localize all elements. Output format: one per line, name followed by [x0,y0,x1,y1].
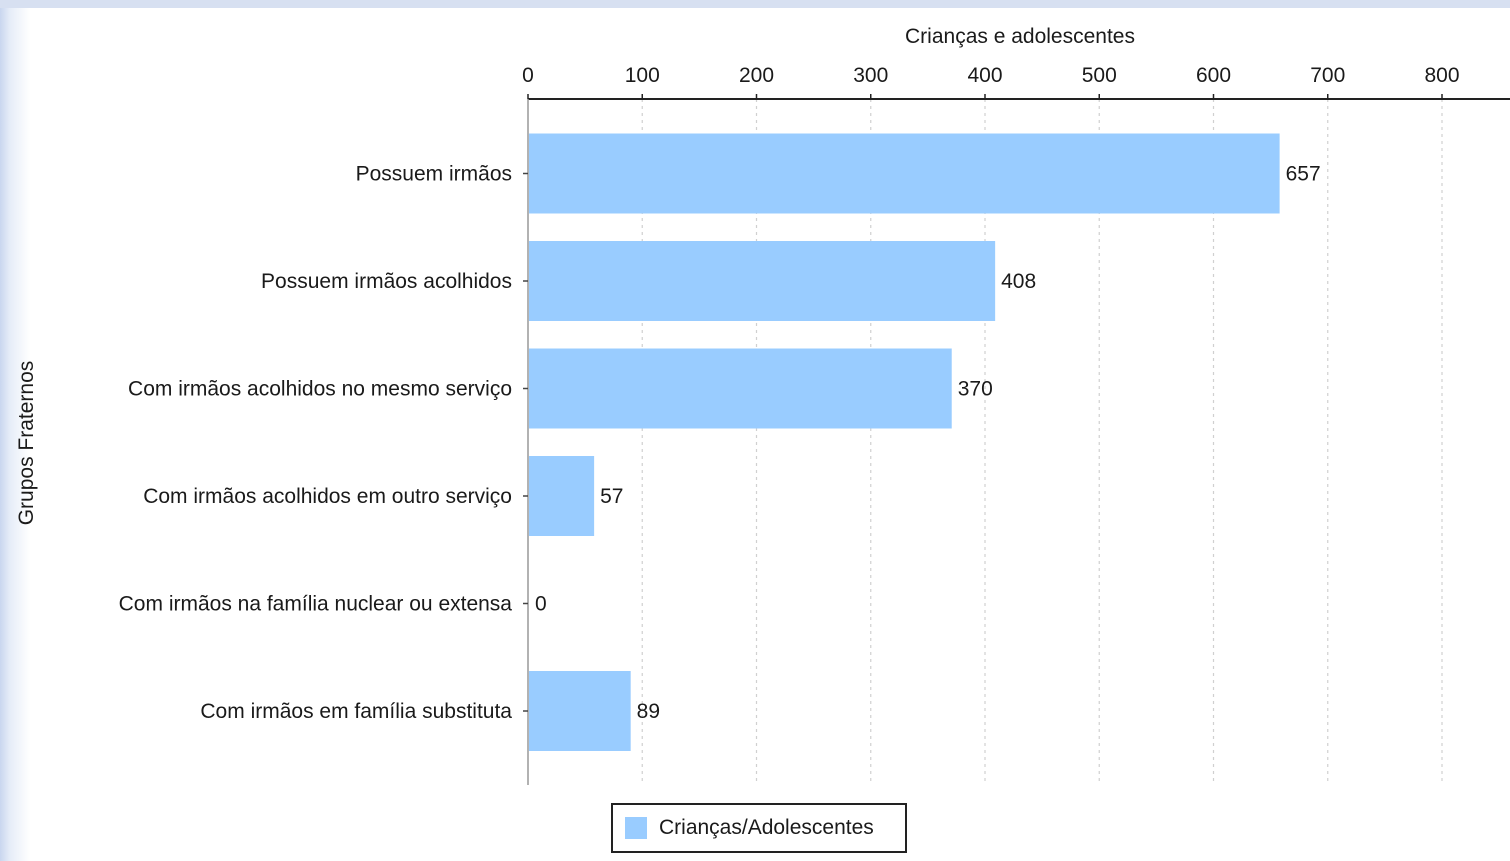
bar [529,348,952,429]
data-label: 57 [600,485,623,508]
data-label: 370 [958,378,993,401]
category-label: Possuem irmãos acolhidos [261,270,512,293]
top-band [0,0,1510,8]
data-label: 89 [637,700,660,723]
axis-layer [527,98,1510,785]
data-label: 657 [1286,163,1321,186]
category-label: Com irmãos na família nuclear ou extensa [119,593,513,616]
x-tick-label: 300 [853,64,888,87]
legend-label: Crianças/Adolescentes [659,816,874,839]
tick-layer: 0 100 200 300 400 500 600 700 800 [522,64,1460,712]
legend-swatch [625,817,647,839]
category-label: Com irmãos acolhidos em outro serviço [143,485,512,508]
x-tick-label: 100 [625,64,660,87]
data-label: 408 [1001,270,1036,293]
x-tick-label: 800 [1424,64,1459,87]
x-tick-label: 200 [739,64,774,87]
legend: Crianças/Adolescentes [611,803,907,853]
x-tick-label: 700 [1310,64,1345,87]
label-layer: 657 408 370 57 0 89 [535,163,1321,724]
x-tick-label: 500 [1082,64,1117,87]
category-label: Possuem irmãos [356,163,512,186]
bar [529,133,1280,214]
bar-layer [529,133,1280,751]
category-label: Com irmãos acolhidos no mesmo serviço [128,378,512,401]
category-layer: Possuem irmãos Possuem irmãos acolhidos Co… [119,163,513,724]
category-label: Com irmãos em família substituta [200,700,512,723]
bar [529,241,996,321]
data-label: 0 [535,593,547,616]
x-tick-label: 0 [522,64,534,87]
x-axis-title: Crianças e adolescentes [905,25,1135,48]
bar [529,671,631,751]
y-axis-title: Grupos Fraternos [15,361,38,526]
x-tick-label: 600 [1196,64,1231,87]
bar [529,456,595,536]
x-tick-label: 400 [967,64,1002,87]
